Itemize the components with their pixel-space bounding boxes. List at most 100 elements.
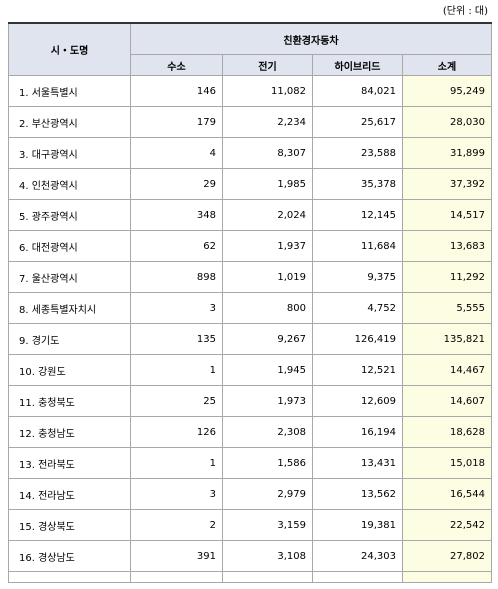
value-cell: 16,544	[401, 478, 493, 510]
value-cell: 126	[130, 416, 223, 448]
value-cell: 2,234	[222, 106, 313, 138]
region-cell: 2. 부산광역시	[8, 106, 131, 138]
value-cell: 2,308	[222, 416, 313, 448]
value-cell: 35,378	[312, 168, 403, 200]
value-cell: 13,683	[401, 230, 493, 262]
region-cell: 3. 대구광역시	[8, 137, 131, 169]
empty-cell	[312, 571, 403, 583]
value-cell: 2,979	[222, 478, 313, 510]
value-cell: 1,973	[222, 385, 313, 417]
region-cell: 16. 경상남도	[8, 540, 131, 572]
value-cell: 179	[130, 106, 223, 138]
table-row: 1. 서울특별시 146 11,082 84,021 95,249	[8, 75, 493, 107]
header-cell: 친환경자동차	[129, 22, 493, 55]
header-cell: 수소	[130, 54, 223, 76]
value-cell: 31,899	[401, 137, 493, 169]
data-table: 시・도명 친환경자동차 수소 전기 하이브리드 소계 1. 서울특별시 146 11,08…	[8, 22, 493, 583]
header-cell: 소계	[401, 54, 493, 76]
region-cell: 11. 충청북도	[8, 385, 131, 417]
value-cell: 9,267	[222, 323, 313, 355]
table-row: 10. 강원도 1 1,945 12,521 14,467	[8, 354, 493, 386]
value-cell: 22,542	[401, 509, 493, 541]
value-cell: 2,024	[222, 199, 313, 231]
value-cell: 11,292	[401, 261, 493, 293]
table-row: 15. 경상북도 2 3,159 19,381 22,542	[8, 509, 493, 541]
value-cell: 15,018	[401, 447, 493, 479]
header-cell: 시・도명	[8, 22, 131, 76]
header-cell: 전기	[222, 54, 313, 76]
table-row: 7. 울산광역시 898 1,019 9,375 11,292	[8, 261, 493, 293]
table-row: 6. 대전광역시 62 1,937 11,684 13,683	[8, 230, 493, 262]
table-row: 14. 전라남도 3 2,979 13,562 16,544	[8, 478, 493, 510]
unit-note: (단위 : 대)	[442, 6, 488, 17]
value-cell: 1,945	[222, 354, 313, 386]
header-cell: 하이브리드	[312, 54, 403, 76]
table-row: 5. 광주광역시 348 2,024 12,145 14,517	[8, 199, 493, 231]
value-cell: 62	[130, 230, 223, 262]
region-cell: 7. 울산광역시	[8, 261, 131, 293]
value-cell: 1	[130, 447, 223, 479]
value-cell: 8,307	[222, 137, 313, 169]
region-cell: 8. 세종특별자치시	[8, 292, 131, 324]
value-cell: 12,145	[312, 199, 403, 231]
region-cell: 14. 전라남도	[8, 478, 131, 510]
empty-cell	[130, 571, 223, 583]
empty-cell	[222, 571, 313, 583]
value-cell: 5,555	[401, 292, 493, 324]
value-cell: 9,375	[312, 261, 403, 293]
table-row: 16. 경상남도 391 3,108 24,303 27,802	[8, 540, 493, 572]
value-cell: 4	[130, 137, 223, 169]
value-cell: 2	[130, 509, 223, 541]
value-cell: 4,752	[312, 292, 403, 324]
region-cell: 13. 전라북도	[8, 447, 131, 479]
value-cell: 1,586	[222, 447, 313, 479]
table-row: 13. 전라북도 1 1,586 13,431 15,018	[8, 447, 493, 479]
value-cell: 14,467	[401, 354, 493, 386]
empty-cell	[401, 571, 493, 583]
value-cell: 27,802	[401, 540, 493, 572]
value-cell: 25	[130, 385, 223, 417]
table-row: 2. 부산광역시 179 2,234 25,617 28,030	[8, 106, 493, 138]
table-row: 11. 충청북도 25 1,973 12,609 14,607	[8, 385, 493, 417]
value-cell: 12,609	[312, 385, 403, 417]
table-row: 4. 인천광역시 29 1,985 35,378 37,392	[8, 168, 493, 200]
value-cell: 14,607	[401, 385, 493, 417]
region-cell: 10. 강원도	[8, 354, 131, 386]
value-cell: 12,521	[312, 354, 403, 386]
value-cell: 13,562	[312, 478, 403, 510]
value-cell: 3,108	[222, 540, 313, 572]
value-cell: 19,381	[312, 509, 403, 541]
table-row: 3. 대구광역시 4 8,307 23,588 31,899	[8, 137, 493, 169]
table-row: 9. 경기도 135 9,267 126,419 135,821	[8, 323, 493, 355]
value-cell: 800	[222, 292, 313, 324]
value-cell: 25,617	[312, 106, 403, 138]
value-cell: 391	[130, 540, 223, 572]
value-cell: 135,821	[401, 323, 493, 355]
region-cell: 1. 서울특별시	[8, 75, 131, 107]
value-cell: 3,159	[222, 509, 313, 541]
region-cell: 9. 경기도	[8, 323, 131, 355]
empty-cell	[8, 571, 131, 583]
value-cell: 29	[130, 168, 223, 200]
value-cell: 13,431	[312, 447, 403, 479]
region-cell: 4. 인천광역시	[8, 168, 131, 200]
region-cell: 5. 광주광역시	[8, 199, 131, 231]
value-cell: 37,392	[401, 168, 493, 200]
value-cell: 1,937	[222, 230, 313, 262]
region-cell: 15. 경상북도	[8, 509, 131, 541]
region-cell: 12. 충청남도	[8, 416, 131, 448]
table-row	[8, 571, 493, 583]
value-cell: 28,030	[401, 106, 493, 138]
value-cell: 3	[130, 292, 223, 324]
value-cell: 11,684	[312, 230, 403, 262]
value-cell: 146	[130, 75, 223, 107]
value-cell: 16,194	[312, 416, 403, 448]
table-row: 12. 충청남도 126 2,308 16,194 18,628	[8, 416, 493, 448]
value-cell: 126,419	[312, 323, 403, 355]
value-cell: 1,985	[222, 168, 313, 200]
value-cell: 84,021	[312, 75, 403, 107]
value-cell: 14,517	[401, 199, 493, 231]
table-row: 8. 세종특별자치시 3 800 4,752 5,555	[8, 292, 493, 324]
value-cell: 24,303	[312, 540, 403, 572]
